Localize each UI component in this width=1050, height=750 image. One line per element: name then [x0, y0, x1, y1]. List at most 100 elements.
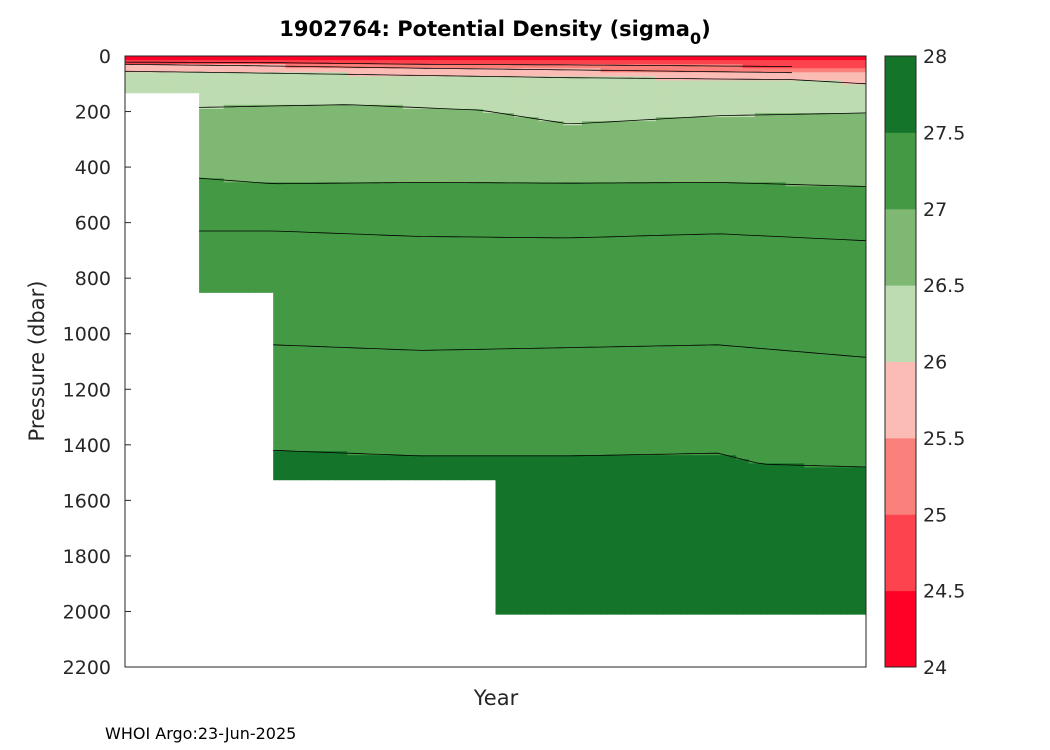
density-cell [452, 206, 460, 212]
density-cell [322, 129, 330, 134]
density-cell [353, 80, 361, 86]
density-cell [341, 259, 348, 265]
density-cell [199, 206, 206, 212]
density-cell [421, 418, 429, 424]
density-cell [304, 137, 311, 143]
density-cell [378, 194, 385, 200]
density-cell [347, 56, 355, 61]
density-cell [458, 125, 466, 130]
density-cell [427, 463, 435, 469]
density-cell [211, 161, 219, 167]
density-cell [476, 223, 484, 228]
density-cell [427, 324, 435, 330]
density-cell [334, 125, 342, 130]
density-cell [248, 255, 256, 261]
density-cell [359, 332, 367, 338]
density-cell [495, 117, 503, 122]
density-cell [415, 300, 422, 306]
density-cell [489, 157, 497, 163]
density-cell [155, 68, 163, 73]
density-cell [347, 64, 355, 69]
density-cell [260, 251, 268, 257]
density-cell [458, 243, 466, 249]
density-cell [273, 145, 280, 151]
density-cell [421, 394, 429, 399]
density-cell [365, 165, 373, 171]
density-cell [347, 271, 355, 277]
density-cell [149, 80, 157, 86]
density-cell [390, 410, 398, 416]
density-cell [353, 406, 361, 411]
density-cell [402, 100, 410, 106]
density-cell [359, 157, 367, 163]
density-cell [409, 418, 416, 424]
density-cell [291, 235, 299, 240]
density-cell [310, 271, 318, 277]
density-cell [217, 170, 225, 175]
density-cell [439, 56, 447, 61]
density-cell [501, 271, 509, 277]
density-cell [248, 202, 256, 208]
density-cell [297, 459, 305, 464]
density-cell [334, 434, 342, 440]
density-cell [384, 263, 392, 269]
density-cell [236, 247, 243, 253]
density-cell [297, 398, 305, 403]
density-cell [328, 243, 336, 249]
density-cell [359, 210, 367, 216]
density-cell [470, 300, 478, 306]
density-cell [501, 157, 509, 163]
density-cell [489, 218, 497, 224]
density-cell [328, 292, 336, 297]
density-cell [384, 76, 392, 82]
density-cell [415, 426, 422, 432]
density-cell [304, 410, 311, 416]
density-cell [409, 377, 416, 383]
density-cell [322, 206, 330, 212]
density-cell [304, 369, 311, 375]
density-cell [452, 341, 460, 346]
density-cell [291, 471, 299, 477]
density-cell [316, 145, 324, 151]
density-cell [273, 117, 280, 122]
density-cell [501, 512, 509, 517]
density-cell [421, 133, 429, 139]
density-cell [427, 198, 435, 204]
density-cell [341, 218, 348, 224]
density-cell [223, 255, 231, 261]
density-cell [433, 280, 441, 285]
density-cell [507, 300, 515, 306]
density-cell [211, 275, 219, 281]
density-cell [458, 113, 466, 118]
density-cell [254, 80, 262, 86]
density-cell [347, 361, 355, 367]
density-cell [334, 194, 342, 200]
density-cell [378, 406, 385, 411]
density-cell [279, 304, 287, 310]
density-cell [415, 182, 422, 187]
density-cell [229, 56, 237, 61]
density-cell [501, 96, 509, 102]
density-cell [378, 178, 385, 183]
density-cell [446, 271, 453, 277]
density-cell [334, 463, 342, 469]
density-cell [439, 328, 447, 334]
density-cell [507, 426, 515, 432]
density-cell [464, 141, 472, 147]
density-cell [279, 113, 287, 118]
density-cell [353, 312, 361, 318]
density-cell [297, 430, 305, 436]
density-cell [421, 296, 429, 301]
density-cell [390, 402, 398, 407]
density-cell [291, 422, 299, 428]
density-cell [390, 227, 398, 232]
density-cell [347, 80, 355, 86]
density-cell [341, 459, 348, 464]
density-cell [372, 174, 379, 179]
density-cell [205, 117, 213, 122]
density-cell [143, 68, 151, 73]
density-cell [483, 194, 490, 200]
density-cell [439, 381, 447, 387]
density-cell [470, 296, 478, 301]
density-cell [205, 284, 213, 289]
